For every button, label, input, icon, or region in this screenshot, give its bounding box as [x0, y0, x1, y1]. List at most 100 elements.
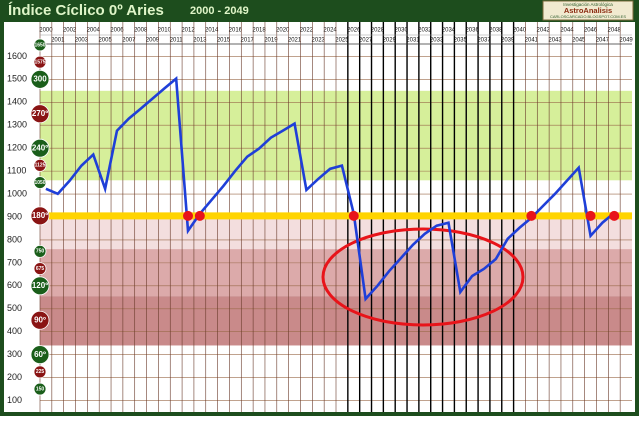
level-label: 1575 — [34, 59, 45, 65]
x-tick-label: 2008 — [134, 28, 148, 34]
y-tick-label: 1200 — [7, 143, 27, 153]
level-label: 120º — [32, 281, 48, 290]
event-dot — [609, 210, 620, 221]
x-tick-label: 2001 — [51, 38, 65, 44]
x-tick-label: 2017 — [241, 38, 255, 44]
level-marker — [33, 262, 47, 276]
x-tick-label: 2037 — [477, 38, 491, 44]
x-tick-label: 2030 — [394, 28, 408, 34]
x-tick-label: 2034 — [442, 28, 456, 34]
y-tick-label: 400 — [7, 326, 22, 336]
x-tick-label: 2022 — [300, 28, 314, 34]
level-marker — [33, 382, 47, 396]
x-tick-label: 2023 — [312, 38, 326, 44]
x-tick-label: 2046 — [584, 28, 598, 34]
level-marker — [30, 69, 50, 89]
level-label: 150 — [36, 386, 45, 392]
chart-title: Índice Cíclico 0º Aries — [8, 2, 164, 19]
level-label: 300 — [33, 74, 47, 83]
event-dot — [585, 210, 596, 221]
highlight-ellipse — [321, 227, 525, 327]
y-tick-label: 1100 — [7, 165, 26, 175]
level-marker — [30, 206, 50, 226]
level-label: 1650 — [34, 42, 45, 48]
x-tick-label: 2004 — [87, 28, 101, 34]
x-tick-label: 2038 — [489, 28, 503, 34]
y-tick-label: 900 — [7, 211, 22, 221]
x-tick-label: 2032 — [418, 28, 432, 34]
x-tick-label: 2041 — [525, 38, 539, 44]
x-tick-label: 2024 — [323, 28, 337, 34]
level-label: 60º — [34, 350, 46, 359]
x-tick-label: 2014 — [205, 28, 219, 34]
x-tick-label: 2039 — [501, 38, 515, 44]
x-tick-label: 2005 — [98, 38, 112, 44]
x-tick-label: 2036 — [465, 28, 479, 34]
y-tick-label: 200 — [7, 372, 22, 382]
level-marker — [33, 38, 47, 52]
level-label: 675 — [36, 266, 45, 272]
x-tick-label: 2012 — [181, 28, 195, 34]
y-tick-label: 800 — [7, 234, 22, 244]
level-label: 1125 — [35, 163, 46, 169]
x-tick-label: 2049 — [619, 38, 633, 44]
level-marker — [30, 345, 50, 365]
x-tick-label: 2027 — [359, 38, 373, 44]
level-marker — [30, 310, 50, 330]
x-tick-label: 2044 — [560, 28, 574, 34]
y-tick-label: 600 — [7, 280, 22, 290]
level-label: 180º — [32, 211, 48, 220]
y-tick-label: 1500 — [7, 74, 27, 84]
level-label: 240º — [32, 143, 48, 152]
level-marker — [33, 55, 47, 69]
logo-line: CARLOSCARCADO.BLOGSPOT.COM.ES — [550, 14, 626, 19]
event-dot — [526, 210, 537, 221]
x-tick-label: 2020 — [276, 28, 290, 34]
x-tick-label: 2033 — [430, 38, 444, 44]
y-tick-label: 700 — [7, 257, 22, 267]
level-marker — [30, 276, 50, 296]
y-tick-label: 1400 — [7, 97, 27, 107]
level-label: 270º — [32, 109, 48, 118]
x-tick-label: 2042 — [537, 28, 551, 34]
y-tick-label: 300 — [7, 349, 22, 359]
logo-line: Investigación Astrológica — [563, 2, 613, 7]
event-dot — [183, 210, 193, 221]
logo-line: AstroAnalisis — [564, 6, 612, 15]
x-tick-label: 2002 — [63, 28, 77, 34]
event-dot — [348, 210, 359, 221]
x-tick-label: 2019 — [264, 38, 278, 44]
x-tick-label: 2016 — [229, 28, 243, 34]
level-marker — [33, 365, 47, 379]
data-line — [45, 76, 616, 302]
x-tick-label: 2040 — [513, 28, 527, 34]
x-tick-label: 2031 — [406, 38, 420, 44]
y-tick-label: 1600 — [7, 51, 27, 61]
x-tick-label: 2000 — [39, 28, 53, 34]
level-label: 1050 — [34, 180, 45, 186]
level-label: 90º — [34, 315, 46, 324]
y-tick-label: 1300 — [7, 120, 27, 130]
level-marker — [30, 104, 50, 124]
level-label: 225 — [36, 369, 45, 375]
level-marker — [33, 245, 47, 258]
y-tick-label: 1000 — [7, 188, 27, 198]
chart-subtitle: 2000 - 2049 — [190, 5, 249, 17]
x-tick-label: 2043 — [548, 38, 562, 44]
x-tick-label: 2003 — [75, 38, 89, 44]
level-marker — [33, 158, 47, 172]
x-tick-label: 2011 — [170, 38, 184, 44]
x-tick-label: 2047 — [596, 38, 610, 44]
level-marker — [30, 138, 50, 158]
x-tick-label: 2013 — [193, 38, 207, 44]
level-label: 750 — [36, 249, 45, 255]
x-tick-label: 2035 — [454, 38, 468, 44]
x-tick-label: 2010 — [158, 28, 172, 34]
x-tick-label: 2018 — [252, 28, 266, 34]
y-tick-label: 100 — [7, 395, 22, 405]
y-tick-label: 500 — [7, 303, 22, 313]
x-tick-label: 2015 — [217, 38, 231, 44]
x-tick-label: 2006 — [110, 28, 124, 34]
x-tick-label: 2025 — [335, 38, 349, 44]
x-tick-label: 2026 — [347, 28, 361, 34]
